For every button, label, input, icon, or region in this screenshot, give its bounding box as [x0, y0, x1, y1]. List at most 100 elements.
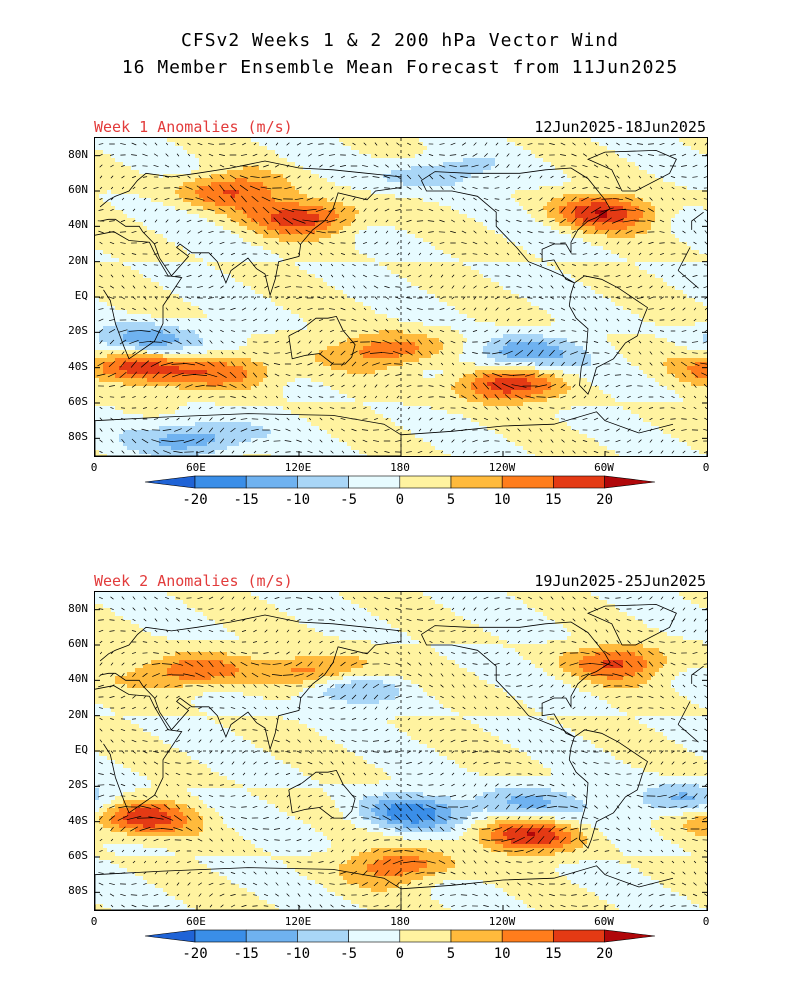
anomaly-cell: [291, 166, 296, 171]
anomaly-cell: [283, 366, 288, 371]
anomaly-cell: [107, 226, 112, 231]
anomaly-cell: [103, 446, 108, 451]
anomaly-cell: [211, 182, 216, 187]
anomaly-cell: [311, 378, 316, 383]
anomaly-cell: [167, 446, 172, 451]
anomaly-cell: [299, 294, 304, 299]
anomaly-cell: [147, 182, 152, 187]
anomaly-cell: [95, 362, 100, 367]
anomaly-cell: [195, 446, 200, 451]
anomaly-cell: [231, 426, 236, 431]
anomaly-cell: [179, 250, 184, 255]
anomaly-cell: [207, 394, 212, 399]
anomaly-cell: [303, 198, 308, 203]
anomaly-cell: [267, 390, 272, 395]
anomaly-cell: [203, 434, 208, 439]
anomaly-cell: [171, 206, 176, 211]
anomaly-cell: [235, 446, 240, 451]
anomaly-cell: [99, 398, 104, 403]
anomaly-cell: [307, 366, 312, 371]
anomaly-cell: [275, 262, 280, 267]
anomaly-cell: [223, 394, 228, 399]
anomaly-cell: [247, 226, 252, 231]
anomaly-cell: [115, 434, 120, 439]
anomaly-cell: [331, 326, 336, 331]
anomaly-cell: [323, 382, 328, 387]
anomaly-cell: [267, 210, 272, 215]
anomaly-cell: [207, 370, 212, 375]
anomaly-cell: [235, 402, 240, 407]
anomaly-cell: [251, 178, 256, 183]
anomaly-cell: [227, 286, 232, 291]
anomaly-cell: [319, 254, 324, 259]
anomaly-cell: [119, 150, 124, 155]
anomaly-cell: [219, 370, 224, 375]
anomaly-cell: [251, 182, 256, 187]
anomaly-cell: [295, 138, 300, 143]
anomaly-cell: [199, 354, 204, 359]
anomaly-cell: [135, 418, 140, 423]
anomaly-cell: [235, 178, 240, 183]
anomaly-cell: [95, 398, 100, 403]
anomaly-cell: [139, 338, 144, 343]
anomaly-cell: [195, 274, 200, 279]
anomaly-cell: [231, 378, 236, 383]
anomaly-cell: [95, 374, 100, 379]
anomaly-cell: [259, 234, 264, 239]
anomaly-cell: [259, 194, 264, 199]
anomaly-cell: [135, 262, 140, 267]
anomaly-cell: [295, 370, 300, 375]
anomaly-cell: [123, 286, 128, 291]
anomaly-cell: [235, 266, 240, 271]
anomaly-cell: [259, 282, 264, 287]
anomaly-cell: [239, 290, 244, 295]
anomaly-cell: [295, 282, 300, 287]
anomaly-cell: [267, 446, 272, 451]
anomaly-cell: [243, 410, 248, 415]
anomaly-cell: [279, 170, 284, 175]
anomaly-cell: [255, 414, 260, 419]
anomaly-cell: [259, 238, 264, 243]
anomaly-cell: [131, 282, 136, 287]
anomaly-cell: [303, 194, 308, 199]
anomaly-cell: [127, 298, 132, 303]
anomaly-cell: [123, 302, 128, 307]
anomaly-cell: [223, 210, 228, 215]
anomaly-cell: [203, 302, 208, 307]
anomaly-cell: [259, 370, 264, 375]
anomaly-cell: [271, 214, 276, 219]
anomaly-cell: [335, 394, 340, 399]
anomaly-cell: [203, 282, 208, 287]
anomaly-cell: [123, 434, 128, 439]
anomaly-cell: [147, 178, 152, 183]
anomaly-cell: [327, 322, 332, 327]
anomaly-cell: [103, 146, 108, 151]
anomaly-cell: [211, 342, 216, 347]
anomaly-cell: [243, 454, 248, 456]
anomaly-cell: [227, 294, 232, 299]
anomaly-cell: [251, 310, 256, 315]
anomaly-cell: [291, 206, 296, 211]
anomaly-cell: [327, 374, 332, 379]
anomaly-cell: [159, 290, 164, 295]
anomaly-cell: [135, 310, 140, 315]
anomaly-cell: [111, 334, 116, 339]
anomaly-cell: [159, 178, 164, 183]
anomaly-cell: [131, 190, 136, 195]
anomaly-cell: [115, 194, 120, 199]
anomaly-cell: [315, 258, 320, 263]
anomaly-cell: [115, 334, 120, 339]
anomaly-cell: [119, 330, 124, 335]
anomaly-cell: [203, 230, 208, 235]
anomaly-cell: [195, 402, 200, 407]
anomaly-cell: [211, 178, 216, 183]
anomaly-cell: [239, 250, 244, 255]
anomaly-cell: [263, 426, 268, 431]
anomaly-cell: [263, 402, 268, 407]
anomaly-cell: [311, 306, 316, 311]
anomaly-cell: [191, 354, 196, 359]
anomaly-cell: [215, 234, 220, 239]
anomaly-cell: [275, 434, 280, 439]
anomaly-cell: [287, 238, 292, 243]
anomaly-cell: [323, 190, 328, 195]
